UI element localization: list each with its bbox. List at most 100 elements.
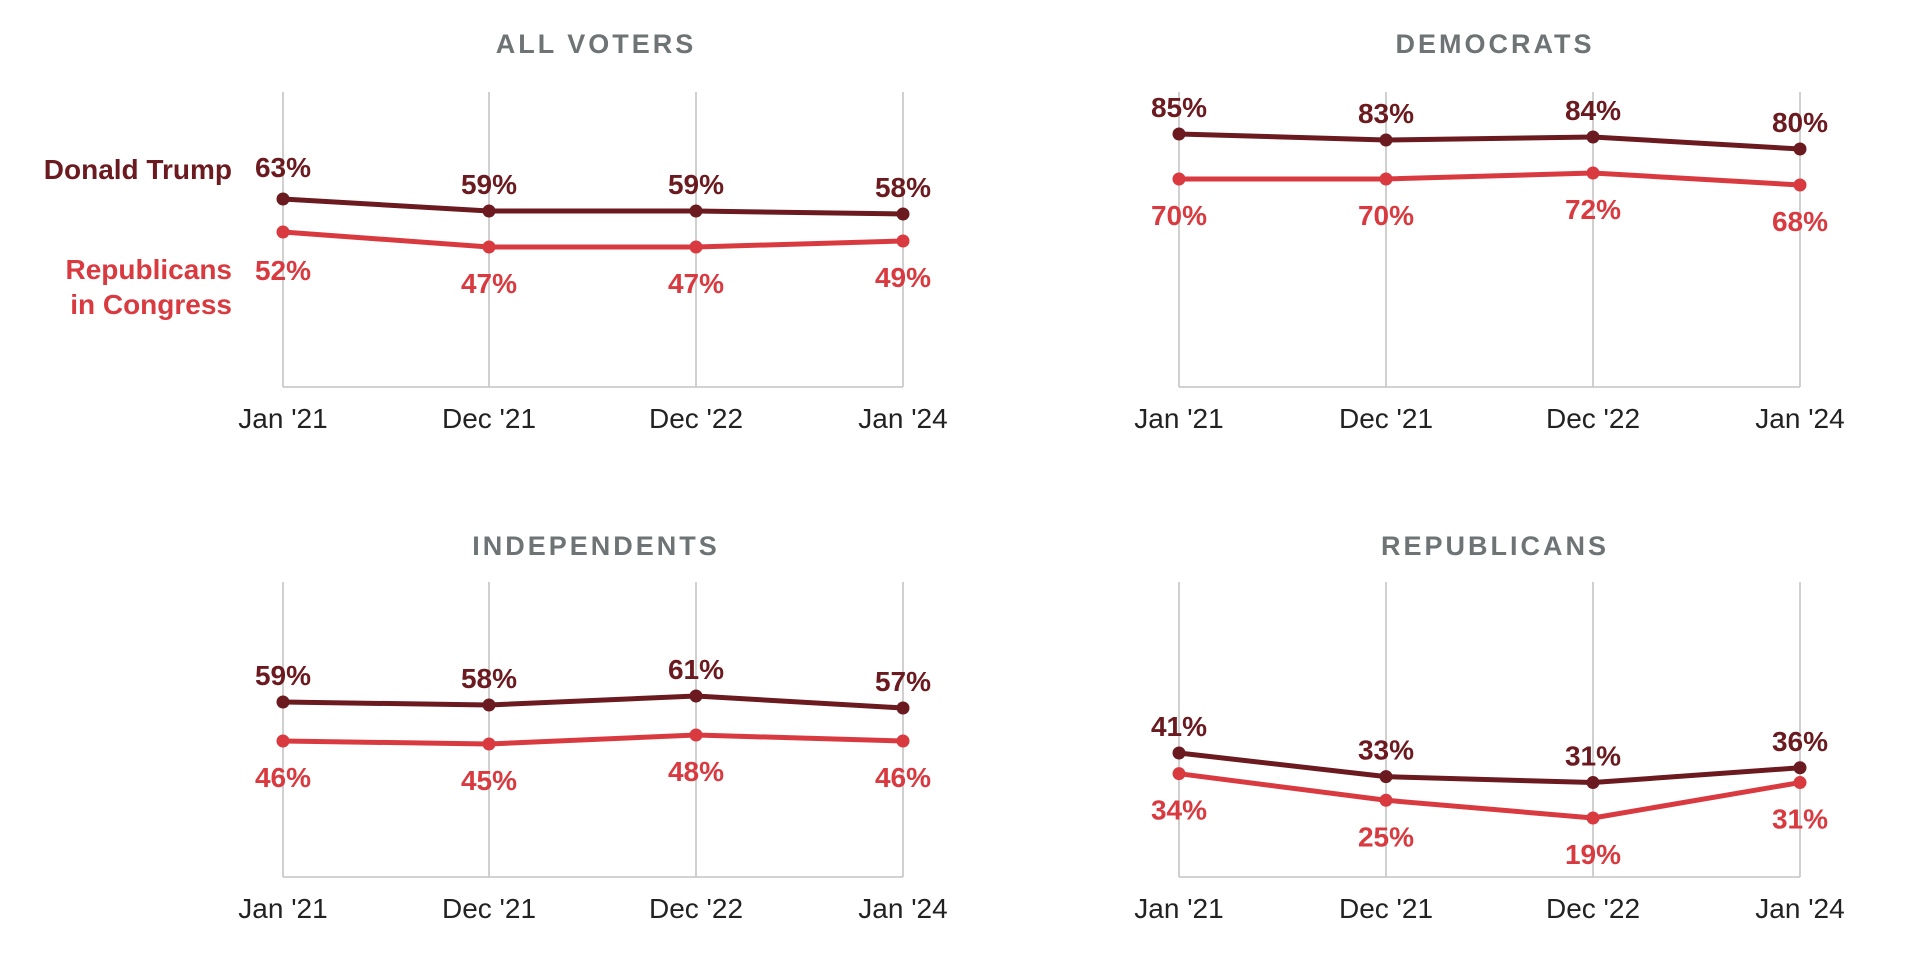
x-tick-label: Jan '21 <box>1134 403 1223 434</box>
data-label-trump: 59% <box>255 660 311 691</box>
series-line-trump <box>280 196 906 217</box>
data-point-congress <box>896 734 910 748</box>
data-point-congress <box>276 734 290 748</box>
data-point-trump <box>1172 746 1186 760</box>
data-label-trump: 59% <box>668 169 724 200</box>
series-line-congress <box>1176 771 1803 821</box>
data-label-congress: 45% <box>461 765 517 796</box>
data-label-trump: 80% <box>1772 107 1828 138</box>
data-label-congress: 31% <box>1772 804 1828 835</box>
data-label-congress: 72% <box>1565 194 1621 225</box>
data-point-trump <box>1379 133 1393 147</box>
data-label-congress: 49% <box>875 262 931 293</box>
x-tick-label: Dec '22 <box>1546 893 1640 924</box>
data-point-congress <box>1793 178 1807 192</box>
data-label-trump: 58% <box>875 172 931 203</box>
data-label-congress: 47% <box>461 268 517 299</box>
data-point-trump <box>1172 127 1186 141</box>
series-legend: Donald Trump Republicans in Congress <box>44 154 232 320</box>
legend-label-trump: Donald Trump <box>44 154 232 185</box>
data-point-congress <box>1793 776 1807 790</box>
data-point-congress <box>276 225 290 239</box>
panel-independents: INDEPENDENTS Jan '21 Dec '21 Dec '22 Jan '24… <box>238 531 947 924</box>
series-line-trump <box>1176 750 1803 786</box>
data-label-congress: 25% <box>1358 821 1414 852</box>
data-point-trump <box>1379 770 1393 784</box>
data-label-congress: 46% <box>875 762 931 793</box>
panel-all-voters: ALL VOTERS Jan '21 Dec '21 Dec '22 Jan '24 63… <box>238 29 947 434</box>
data-point-trump <box>482 698 496 712</box>
x-tick-label: Jan '21 <box>1134 893 1223 924</box>
data-point-trump <box>896 207 910 221</box>
data-label-trump: 83% <box>1358 98 1414 129</box>
series-line-congress <box>280 229 906 250</box>
x-tick-label: Jan '24 <box>1755 403 1844 434</box>
series-line-congress <box>280 732 906 747</box>
data-point-congress <box>1586 166 1600 180</box>
data-point-congress <box>896 234 910 248</box>
data-point-trump <box>689 689 703 703</box>
data-point-congress <box>482 240 496 254</box>
data-label-trump: 59% <box>461 169 517 200</box>
data-label-trump: 85% <box>1151 92 1207 123</box>
x-tick-label: Jan '24 <box>858 893 947 924</box>
x-tick-label: Dec '22 <box>649 403 743 434</box>
x-tick-label: Dec '21 <box>1339 403 1433 434</box>
panel-democrats: DEMOCRATS Jan '21 Dec '21 Dec '22 Jan '24 85%… <box>1134 29 1844 434</box>
data-point-trump <box>1586 776 1600 790</box>
x-tick-label: Dec '21 <box>442 893 536 924</box>
x-tick-label: Dec '22 <box>1546 403 1640 434</box>
series-line-trump <box>280 693 906 711</box>
data-label-trump: 84% <box>1565 95 1621 126</box>
data-label-trump: 31% <box>1565 741 1621 772</box>
data-label-congress: 70% <box>1151 200 1207 231</box>
panel-title-independents: INDEPENDENTS <box>472 531 720 561</box>
series-line-congress <box>1176 170 1803 188</box>
panel-title-all-voters: ALL VOTERS <box>496 29 697 59</box>
data-label-trump: 41% <box>1151 711 1207 742</box>
x-tick-label: Jan '24 <box>858 403 947 434</box>
data-label-congress: 70% <box>1358 200 1414 231</box>
data-label-trump: 36% <box>1772 726 1828 757</box>
data-point-congress <box>1379 172 1393 186</box>
data-point-trump <box>896 701 910 715</box>
panel-republicans: REPUBLICANS Jan '21 Dec '21 Dec '22 Jan '24 4… <box>1134 531 1844 924</box>
data-label-congress: 68% <box>1772 206 1828 237</box>
data-label-trump: 61% <box>668 654 724 685</box>
data-point-congress <box>1172 767 1186 781</box>
data-point-trump <box>482 204 496 218</box>
x-tick-label: Dec '21 <box>442 403 536 434</box>
data-point-trump <box>276 192 290 206</box>
data-point-congress <box>689 240 703 254</box>
data-point-congress <box>1379 793 1393 807</box>
data-label-congress: 19% <box>1565 839 1621 870</box>
legend-label-congress-line-1: Republicans <box>66 254 232 285</box>
x-tick-label: Jan '21 <box>238 403 327 434</box>
data-point-trump <box>1586 130 1600 144</box>
panel-title-republicans: REPUBLICANS <box>1381 531 1609 561</box>
data-label-trump: 58% <box>461 663 517 694</box>
data-point-congress <box>1586 811 1600 825</box>
data-point-trump <box>276 695 290 709</box>
legend-label-congress-line-2: in Congress <box>70 289 232 320</box>
data-label-congress: 52% <box>255 255 311 286</box>
x-tick-label: Jan '24 <box>1755 893 1844 924</box>
data-label-congress: 46% <box>255 762 311 793</box>
panel-title-democrats: DEMOCRATS <box>1396 29 1595 59</box>
x-tick-label: Jan '21 <box>238 893 327 924</box>
data-point-trump <box>1793 142 1807 156</box>
data-label-congress: 47% <box>668 268 724 299</box>
series-line-trump <box>1176 131 1803 152</box>
data-label-trump: 33% <box>1358 735 1414 766</box>
data-point-trump <box>689 204 703 218</box>
data-label-congress: 34% <box>1151 795 1207 826</box>
data-label-trump: 63% <box>255 152 311 183</box>
data-point-congress <box>482 737 496 751</box>
data-point-trump <box>1793 761 1807 775</box>
data-label-congress: 48% <box>668 756 724 787</box>
data-label-trump: 57% <box>875 666 931 697</box>
data-point-congress <box>689 728 703 742</box>
x-tick-label: Dec '22 <box>649 893 743 924</box>
data-point-congress <box>1172 172 1186 186</box>
